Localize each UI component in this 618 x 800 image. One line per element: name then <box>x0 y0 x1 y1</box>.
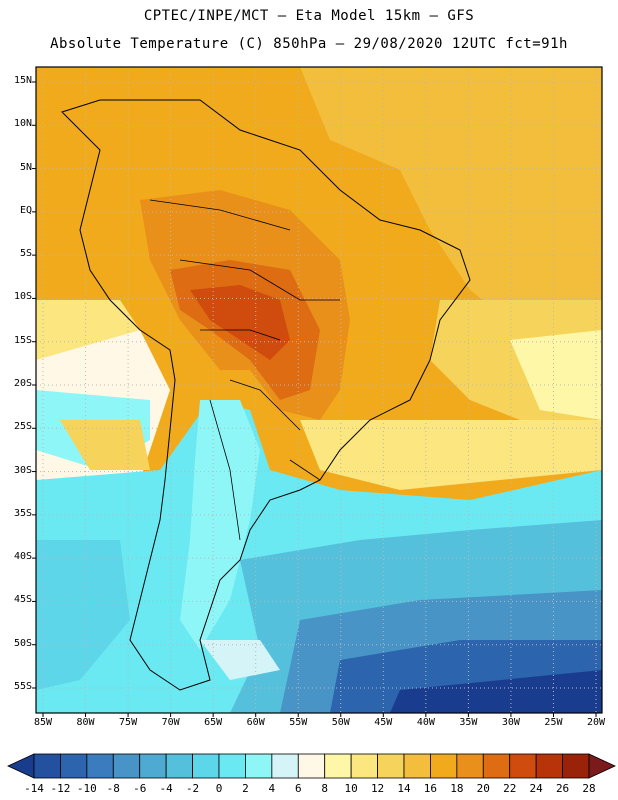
band-south-yellow <box>300 420 602 490</box>
colorbar-label: 0 <box>215 782 223 795</box>
colorbar-swatch <box>324 753 352 779</box>
lat-label: 40S <box>13 551 32 563</box>
lat-label: 50S <box>13 637 32 649</box>
colorbar-swatch <box>33 753 61 779</box>
lon-label: 30W <box>501 717 520 728</box>
colorbar-swatch <box>456 753 484 779</box>
lat-label: 45S <box>13 594 32 606</box>
lat-label: 55S <box>13 681 32 692</box>
patagonia-cold <box>200 640 280 680</box>
lat-label: 15N <box>13 75 32 86</box>
lat-label: 10S <box>13 291 32 303</box>
colorbar-label: -8 <box>106 782 120 795</box>
title-line-2: Absolute Temperature (C) 850hPa — 29/08/… <box>50 36 568 52</box>
colorbar-label: -6 <box>133 782 147 795</box>
colorbar-label: 22 <box>503 782 517 795</box>
colorbar-max-arrow <box>588 753 616 779</box>
pacific-yellow-south <box>60 420 150 470</box>
colorbar-swatch <box>245 753 273 779</box>
southern-light-blue <box>36 540 130 690</box>
colorbar-swatch <box>430 753 458 779</box>
colorbar-label: 26 <box>555 782 570 795</box>
colorbar-label: 16 <box>423 782 438 795</box>
colorbar-label: 20 <box>476 782 490 795</box>
lat-label: 5S <box>19 248 32 260</box>
lon-label: 75W <box>119 717 138 728</box>
colorbar-swatch <box>112 753 141 779</box>
lon-label: 25W <box>544 717 563 728</box>
lon-label: 80W <box>76 717 95 728</box>
colorbar-swatch <box>377 753 405 779</box>
colorbar-swatch <box>297 753 326 779</box>
colorbar-swatch <box>350 753 378 779</box>
colorbar-label: 28 <box>582 782 596 795</box>
colorbar-swatch <box>86 753 114 779</box>
colorbar-swatch <box>562 753 590 779</box>
colorbar-swatch <box>403 753 431 779</box>
lon-label: 60W <box>246 717 265 728</box>
lon-label: 85W <box>33 717 53 728</box>
lon-label: 40W <box>416 717 435 728</box>
colorbar-swatch <box>218 753 246 779</box>
colorbar-label: -2 <box>185 782 200 795</box>
lat-label: 35S <box>13 507 32 519</box>
lat-label: 30S <box>13 464 32 476</box>
colorbar <box>7 753 616 779</box>
continent-outline <box>61 99 471 691</box>
colorbar-label: -10 <box>76 782 97 795</box>
lon-label: 65W <box>204 717 223 728</box>
band-east-pale <box>510 330 602 420</box>
lon-label: 55W <box>289 717 308 728</box>
lat-label: EQ <box>19 204 32 216</box>
colorbar-swatch <box>165 753 193 779</box>
colorbar-label: 10 <box>344 782 358 795</box>
colorbar-min-arrow <box>7 753 35 779</box>
map-frame <box>35 66 603 714</box>
colorbar-label: 14 <box>397 782 411 795</box>
andes-cold <box>180 400 260 650</box>
lon-label: 70W <box>161 717 180 728</box>
lat-label: 20S <box>13 378 32 389</box>
lon-label: 20W <box>586 717 606 728</box>
colorbar-label: 12 <box>370 782 385 795</box>
colorbar-swatch <box>139 753 167 779</box>
lat-label: 5N <box>19 161 32 173</box>
colorbar-label: -12 <box>50 782 71 795</box>
colorbar-label: 18 <box>450 782 464 795</box>
colorbar-label: -14 <box>24 782 44 795</box>
colorbar-swatch <box>509 753 537 779</box>
lon-label: 35W <box>459 717 478 728</box>
colorbar-label: 24 <box>529 782 543 795</box>
pacific-yellow <box>36 300 140 360</box>
colorbar-label: 8 <box>321 782 329 795</box>
colorbar-label: 4 <box>268 782 276 795</box>
colorbar-swatch <box>535 753 563 779</box>
colorbar-label: -4 <box>159 782 173 795</box>
colorbar-label: 6 <box>294 782 302 795</box>
lat-label: 25S <box>13 421 32 433</box>
colorbar-label: 2 <box>242 782 249 795</box>
lon-label: 45W <box>374 717 393 728</box>
lon-label: 50W <box>331 717 350 728</box>
lat-label: 15S <box>13 334 32 346</box>
band-north-east <box>300 67 602 360</box>
country-borders <box>149 199 340 541</box>
colorbar-swatch <box>482 753 511 779</box>
southern-deepest-blue <box>390 670 602 713</box>
title-line-1: CPTEC/INPE/MCT — Eta Model 15km — GFS <box>143 8 475 24</box>
colorbar-swatch <box>271 753 299 779</box>
colorbar-swatch <box>192 753 220 779</box>
colorbar-swatch <box>60 753 88 779</box>
lat-label: 10N <box>13 118 32 130</box>
